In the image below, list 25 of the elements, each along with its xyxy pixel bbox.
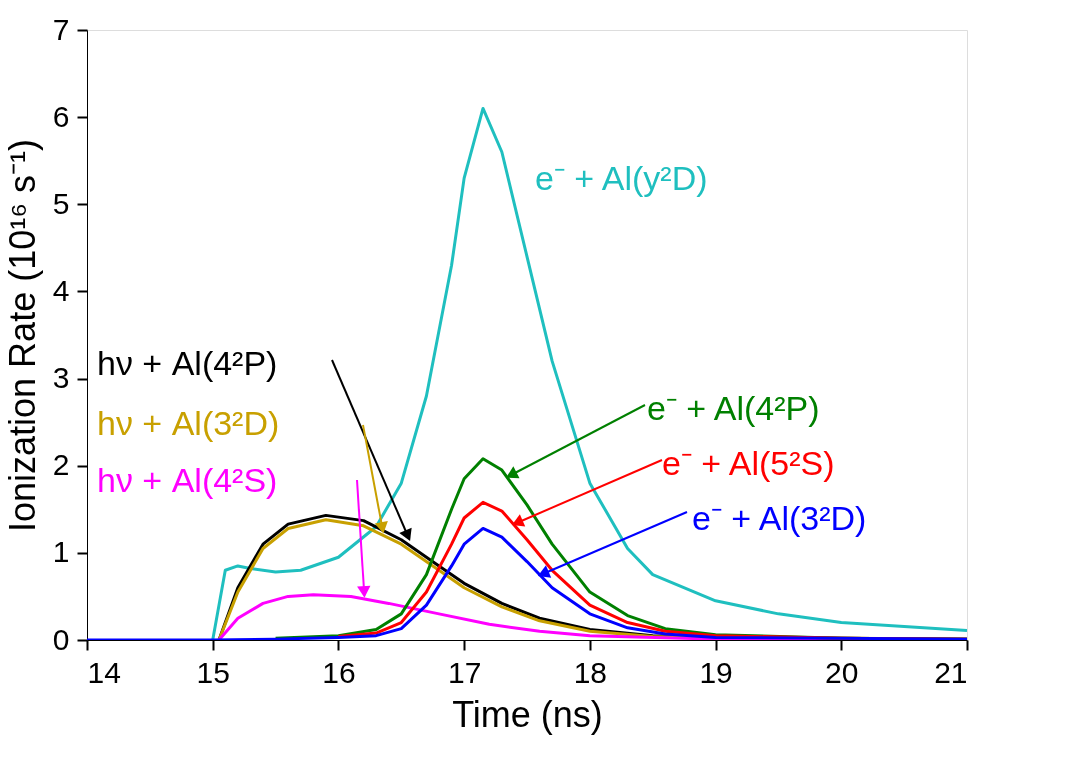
text: e⁻ + Al(4²P) [647,389,820,427]
y-tick-label: 1 [52,535,70,569]
x-tick-label: 18 [573,655,608,689]
text: hν + Al(4²S) [97,461,278,499]
y-tick-label: 7 [52,12,70,46]
x-tick-label: 14 [87,655,121,689]
x-tick-label: 16 [322,655,356,689]
text: e⁻ + Al(3²D) [692,499,867,537]
y-tick-label: 5 [52,186,70,220]
y-tick-label: 4 [52,273,70,307]
y-tick-label: 3 [52,361,70,395]
x-tick-label: 21 [934,655,968,689]
x-tick-label: 20 [825,655,859,689]
text: hν + Al(3²D) [97,404,280,442]
x-axis-title: Time (ns) [452,693,603,735]
x-tick-label: 15 [196,655,230,689]
series-label: e⁻ + Al(y²D) [535,159,708,197]
text: hν + Al(4²P) [97,344,278,382]
y-tick-label: 6 [52,99,70,133]
y-axis-title: Ionization Rate (10¹⁶ s⁻¹) [1,139,43,532]
x-tick-label: 17 [447,655,482,689]
x-tick-label: 19 [699,655,733,689]
text: e⁻ + Al(5²S) [662,444,835,482]
y-tick-label: 2 [52,448,70,482]
y-tick-label: 0 [52,622,70,656]
